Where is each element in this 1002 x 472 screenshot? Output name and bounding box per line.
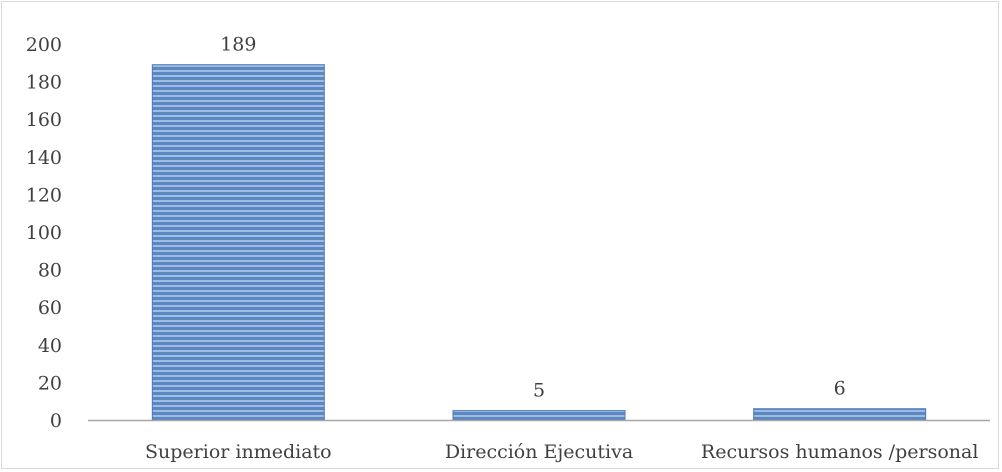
bar <box>753 408 927 421</box>
y-tick-label: 80 <box>38 260 62 282</box>
data-labels: 189 5 6 <box>220 34 846 402</box>
y-axis-ticks: 0 20 40 60 80 100 120 140 160 180 200 <box>26 34 62 432</box>
y-tick-label: 0 <box>50 410 62 432</box>
y-tick-label: 200 <box>26 34 62 56</box>
y-tick-label: 160 <box>26 109 62 131</box>
x-category-label: Recursos humanos /personal <box>701 441 979 463</box>
data-label: 189 <box>220 34 256 56</box>
x-category-label: Dirección Ejecutiva <box>445 441 633 463</box>
x-category-label: Superior inmediato <box>145 441 332 463</box>
y-tick-label: 180 <box>26 72 62 94</box>
bars <box>151 64 927 421</box>
bar <box>452 410 626 421</box>
bar <box>151 64 325 421</box>
data-label: 5 <box>533 380 545 402</box>
y-tick-label: 60 <box>38 297 62 319</box>
data-label: 6 <box>834 378 846 400</box>
x-axis-labels: Superior inmediato Dirección Ejecutiva Rec… <box>145 441 978 463</box>
y-tick-label: 120 <box>26 184 62 206</box>
y-tick-label: 20 <box>38 372 62 394</box>
y-tick-label: 100 <box>26 222 62 244</box>
y-tick-label: 140 <box>26 147 62 169</box>
y-tick-label: 40 <box>38 335 62 357</box>
